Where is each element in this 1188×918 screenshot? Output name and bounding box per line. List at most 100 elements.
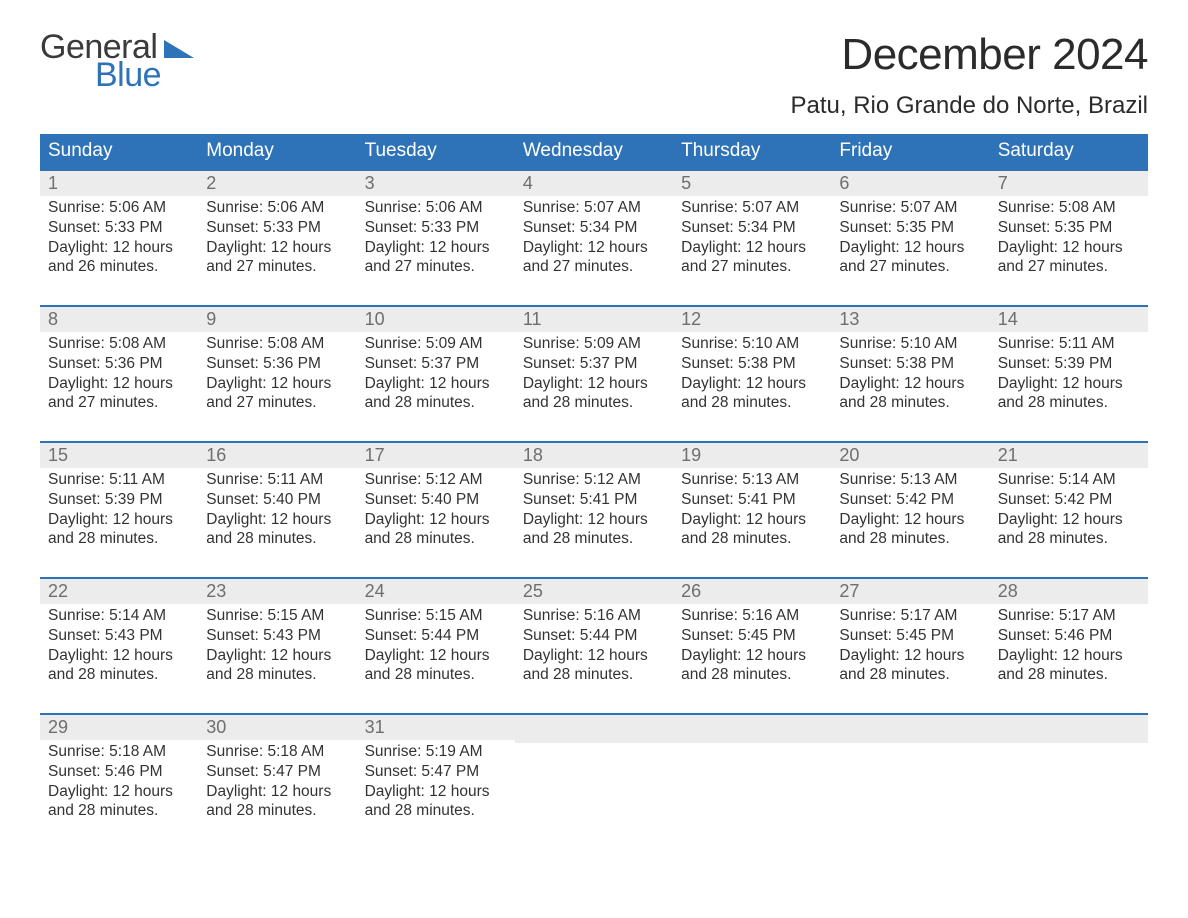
day-number: 17 <box>357 443 515 468</box>
calendar-header-cell: Thursday <box>673 134 831 169</box>
day-body: Sunrise: 5:07 AMSunset: 5:34 PMDaylight:… <box>515 196 673 281</box>
sunrise-text: Sunrise: 5:09 AM <box>365 334 507 354</box>
calendar-day: 27Sunrise: 5:17 AMSunset: 5:45 PMDayligh… <box>831 579 989 695</box>
sunset-text: Sunset: 5:45 PM <box>839 626 981 646</box>
daylight-text: Daylight: 12 hours <box>523 374 665 394</box>
sunrise-text: Sunrise: 5:11 AM <box>48 470 190 490</box>
day-body: Sunrise: 5:14 AMSunset: 5:42 PMDaylight:… <box>990 468 1148 553</box>
day-body: Sunrise: 5:18 AMSunset: 5:47 PMDaylight:… <box>198 740 356 825</box>
day-body: Sunrise: 5:15 AMSunset: 5:43 PMDaylight:… <box>198 604 356 689</box>
day-body: Sunrise: 5:10 AMSunset: 5:38 PMDaylight:… <box>831 332 989 417</box>
sunset-text: Sunset: 5:39 PM <box>48 490 190 510</box>
day-body: Sunrise: 5:11 AMSunset: 5:39 PMDaylight:… <box>990 332 1148 417</box>
daylight-text: Daylight: 12 hours <box>998 510 1140 530</box>
calendar-day: 30Sunrise: 5:18 AMSunset: 5:47 PMDayligh… <box>198 715 356 831</box>
daylight-text: Daylight: 12 hours <box>681 374 823 394</box>
daylight-text: and 28 minutes. <box>523 665 665 685</box>
day-body: Sunrise: 5:08 AMSunset: 5:36 PMDaylight:… <box>198 332 356 417</box>
daylight-text: Daylight: 12 hours <box>206 374 348 394</box>
daylight-text: Daylight: 12 hours <box>48 782 190 802</box>
sunset-text: Sunset: 5:34 PM <box>523 218 665 238</box>
daylight-text: and 28 minutes. <box>365 529 507 549</box>
sunrise-text: Sunrise: 5:13 AM <box>681 470 823 490</box>
day-number: 1 <box>40 171 198 196</box>
calendar-header-row: SundayMondayTuesdayWednesdayThursdayFrid… <box>40 134 1148 169</box>
sunrise-text: Sunrise: 5:18 AM <box>206 742 348 762</box>
day-body: Sunrise: 5:18 AMSunset: 5:46 PMDaylight:… <box>40 740 198 825</box>
day-body: Sunrise: 5:10 AMSunset: 5:38 PMDaylight:… <box>673 332 831 417</box>
location: Patu, Rio Grande do Norte, Brazil <box>790 92 1148 120</box>
calendar-header-cell: Wednesday <box>515 134 673 169</box>
day-body: Sunrise: 5:06 AMSunset: 5:33 PMDaylight:… <box>198 196 356 281</box>
daylight-text: Daylight: 12 hours <box>523 238 665 258</box>
daylight-text: Daylight: 12 hours <box>365 646 507 666</box>
calendar-header-cell: Friday <box>831 134 989 169</box>
sunset-text: Sunset: 5:35 PM <box>839 218 981 238</box>
sunset-text: Sunset: 5:44 PM <box>523 626 665 646</box>
daylight-text: Daylight: 12 hours <box>365 510 507 530</box>
day-body: Sunrise: 5:12 AMSunset: 5:41 PMDaylight:… <box>515 468 673 553</box>
daylight-text: and 28 minutes. <box>206 801 348 821</box>
day-body: Sunrise: 5:16 AMSunset: 5:44 PMDaylight:… <box>515 604 673 689</box>
calendar-day: 28Sunrise: 5:17 AMSunset: 5:46 PMDayligh… <box>990 579 1148 695</box>
day-number: 30 <box>198 715 356 740</box>
calendar-day: 3Sunrise: 5:06 AMSunset: 5:33 PMDaylight… <box>357 171 515 287</box>
calendar-day: 6Sunrise: 5:07 AMSunset: 5:35 PMDaylight… <box>831 171 989 287</box>
sunrise-text: Sunrise: 5:15 AM <box>365 606 507 626</box>
day-number: 19 <box>673 443 831 468</box>
day-body: Sunrise: 5:17 AMSunset: 5:46 PMDaylight:… <box>990 604 1148 689</box>
daylight-text: Daylight: 12 hours <box>839 374 981 394</box>
sunrise-text: Sunrise: 5:06 AM <box>365 198 507 218</box>
daylight-text: Daylight: 12 hours <box>523 510 665 530</box>
sunrise-text: Sunrise: 5:16 AM <box>523 606 665 626</box>
day-number: 18 <box>515 443 673 468</box>
sunset-text: Sunset: 5:37 PM <box>365 354 507 374</box>
calendar-week: 8Sunrise: 5:08 AMSunset: 5:36 PMDaylight… <box>40 305 1148 423</box>
sunset-text: Sunset: 5:37 PM <box>523 354 665 374</box>
daylight-text: and 27 minutes. <box>998 257 1140 277</box>
daylight-text: Daylight: 12 hours <box>998 238 1140 258</box>
daylight-text: Daylight: 12 hours <box>681 510 823 530</box>
sunset-text: Sunset: 5:47 PM <box>206 762 348 782</box>
calendar-day: 10Sunrise: 5:09 AMSunset: 5:37 PMDayligh… <box>357 307 515 423</box>
sunrise-text: Sunrise: 5:12 AM <box>365 470 507 490</box>
daylight-text: and 28 minutes. <box>681 393 823 413</box>
sunset-text: Sunset: 5:38 PM <box>839 354 981 374</box>
sunrise-text: Sunrise: 5:06 AM <box>48 198 190 218</box>
sunrise-text: Sunrise: 5:08 AM <box>48 334 190 354</box>
sunset-text: Sunset: 5:33 PM <box>365 218 507 238</box>
day-body: Sunrise: 5:14 AMSunset: 5:43 PMDaylight:… <box>40 604 198 689</box>
daylight-text: and 28 minutes. <box>839 665 981 685</box>
day-number: 14 <box>990 307 1148 332</box>
weeks-container: 1Sunrise: 5:06 AMSunset: 5:33 PMDaylight… <box>40 169 1148 831</box>
calendar-day: 21Sunrise: 5:14 AMSunset: 5:42 PMDayligh… <box>990 443 1148 559</box>
calendar-header-cell: Monday <box>198 134 356 169</box>
day-body: Sunrise: 5:06 AMSunset: 5:33 PMDaylight:… <box>40 196 198 281</box>
day-number: 25 <box>515 579 673 604</box>
sunrise-text: Sunrise: 5:10 AM <box>839 334 981 354</box>
daylight-text: and 28 minutes. <box>998 393 1140 413</box>
day-body: Sunrise: 5:15 AMSunset: 5:44 PMDaylight:… <box>357 604 515 689</box>
day-number: 27 <box>831 579 989 604</box>
sunrise-text: Sunrise: 5:07 AM <box>681 198 823 218</box>
page: General Blue December 2024 Patu, Rio Gra… <box>0 0 1188 918</box>
daylight-text: Daylight: 12 hours <box>839 646 981 666</box>
logo-triangle-icon <box>164 36 194 62</box>
day-number: 11 <box>515 307 673 332</box>
calendar-header-cell: Sunday <box>40 134 198 169</box>
daylight-text: Daylight: 12 hours <box>998 646 1140 666</box>
daylight-text: and 27 minutes. <box>206 257 348 277</box>
daylight-text: and 28 minutes. <box>523 393 665 413</box>
daylight-text: Daylight: 12 hours <box>681 238 823 258</box>
daylight-text: Daylight: 12 hours <box>839 238 981 258</box>
day-number: 5 <box>673 171 831 196</box>
sunrise-text: Sunrise: 5:11 AM <box>998 334 1140 354</box>
calendar-day-empty <box>515 715 673 831</box>
daylight-text: and 28 minutes. <box>839 393 981 413</box>
calendar: SundayMondayTuesdayWednesdayThursdayFrid… <box>40 134 1148 831</box>
day-number: 12 <box>673 307 831 332</box>
calendar-day: 12Sunrise: 5:10 AMSunset: 5:38 PMDayligh… <box>673 307 831 423</box>
sunset-text: Sunset: 5:42 PM <box>998 490 1140 510</box>
sunset-text: Sunset: 5:40 PM <box>206 490 348 510</box>
daylight-text: and 27 minutes. <box>681 257 823 277</box>
